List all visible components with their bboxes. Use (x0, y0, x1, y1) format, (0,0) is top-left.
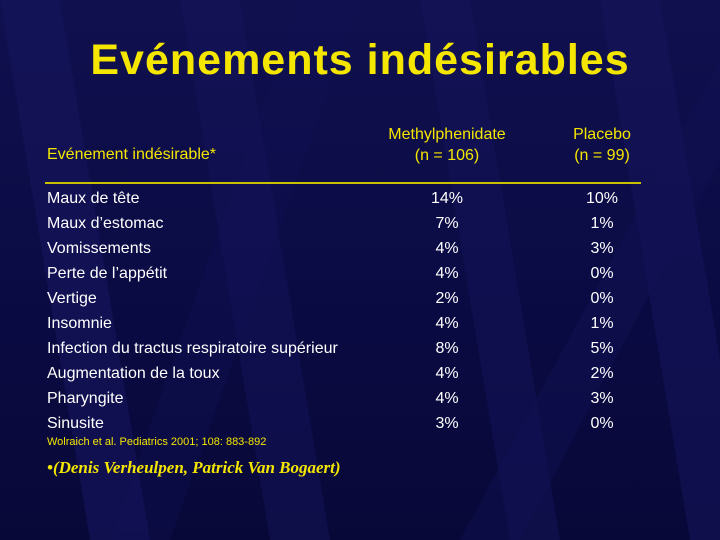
methylphenidate-value: 4% (435, 390, 459, 407)
methylphenidate-value: 4% (435, 365, 459, 382)
event-label: Vomissements (47, 240, 152, 257)
table-row: Maux de tête 14% 10% (0, 190, 720, 214)
methylphenidate-value: 4% (435, 315, 459, 332)
table-row: Pharyngite 4% 3% (0, 390, 720, 414)
table-row: Vomissements 4% 3% (0, 240, 720, 264)
header-placebo-n: (n = 99) (574, 147, 630, 164)
table-row: Augmentation de la toux 4% 2% (0, 365, 720, 389)
placebo-value: 10% (585, 190, 619, 207)
table-row: Maux d’estomac 7% 1% (0, 215, 720, 239)
placebo-value: 0% (590, 265, 614, 282)
event-label: Infection du tractus respiratoire supéri… (47, 340, 338, 357)
event-label: Perte de l’appétit (47, 265, 168, 282)
header-divider (45, 182, 641, 184)
placebo-value: 1% (590, 215, 614, 232)
event-label: Insomnie (47, 315, 112, 332)
placebo-value: 0% (590, 290, 614, 307)
table-row: Sinusite 3% 0% (0, 415, 720, 439)
placebo-value: 2% (590, 365, 614, 382)
placebo-value: 5% (590, 340, 614, 357)
slide-title: Evénements indésirables (90, 36, 630, 84)
methylphenidate-value: 4% (435, 240, 459, 257)
methylphenidate-value: 14% (430, 190, 464, 207)
methylphenidate-value: 7% (435, 215, 459, 232)
reference-citation: Wolraich et al. Pediatrics 2001; 108: 88… (47, 436, 267, 448)
event-label: Pharyngite (47, 390, 124, 407)
event-label: Maux de tête (47, 190, 140, 207)
event-label: Vertige (47, 290, 97, 307)
event-label: Sinusite (47, 415, 104, 432)
table-row: Vertige 2% 0% (0, 290, 720, 314)
placebo-value: 3% (590, 240, 614, 257)
placebo-value: 3% (590, 390, 614, 407)
header-methylphenidate-name: Methylphenidate (388, 126, 506, 143)
author-credit: •(Denis Verheulpen, Patrick Van Bogaert) (47, 458, 341, 477)
header-methylphenidate: Methylphenidate (n = 106) (372, 124, 522, 166)
event-label: Augmentation de la toux (47, 365, 220, 382)
methylphenidate-value: 2% (435, 290, 459, 307)
methylphenidate-value: 8% (435, 340, 459, 357)
methylphenidate-value: 3% (435, 415, 459, 432)
table-row: Infection du tractus respiratoire supéri… (0, 340, 720, 364)
header-placebo-name: Placebo (573, 126, 631, 143)
placebo-value: 1% (590, 315, 614, 332)
event-label: Maux d’estomac (47, 215, 164, 232)
header-event: Evénement indésirable* (47, 146, 216, 163)
placebo-value: 0% (590, 415, 614, 432)
table-row: Insomnie 4% 1% (0, 315, 720, 339)
header-placebo: Placebo (n = 99) (547, 124, 657, 166)
header-methylphenidate-n: (n = 106) (414, 147, 480, 164)
methylphenidate-value: 4% (435, 265, 459, 282)
table-row: Perte de l’appétit 4% 0% (0, 265, 720, 289)
